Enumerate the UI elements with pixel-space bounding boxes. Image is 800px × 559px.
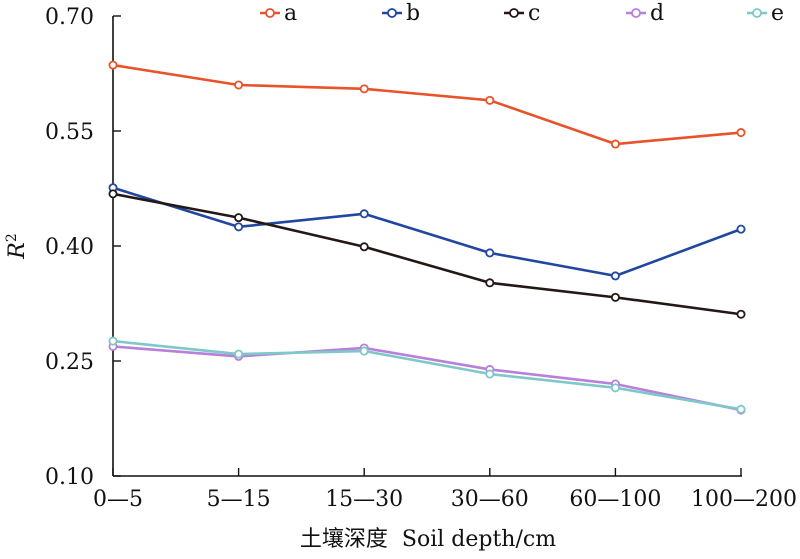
legend-item-c: c <box>504 1 540 26</box>
data-point-e <box>485 369 495 379</box>
data-point-a <box>736 128 746 138</box>
series-e <box>108 336 746 414</box>
data-point-e <box>234 349 244 359</box>
data-point-b <box>234 222 244 232</box>
series-line-d <box>112 345 742 412</box>
y-tick-label: 0.10 <box>45 465 94 490</box>
axes <box>112 16 742 477</box>
legend-label: e <box>771 1 784 26</box>
legend-item-b: b <box>382 1 420 26</box>
data-point-b <box>610 271 620 281</box>
legend-label: c <box>528 1 540 26</box>
series-a <box>108 60 746 149</box>
y-tick-label: 0.25 <box>45 350 94 375</box>
legend-swatch-marker <box>631 8 641 18</box>
y-axis-label: R2 <box>4 233 30 260</box>
legend-swatch-marker <box>752 8 762 18</box>
data-point-c <box>610 292 620 302</box>
legend-label: a <box>284 1 297 26</box>
y-tick-label: 0.55 <box>45 120 94 145</box>
data-point-c <box>234 213 244 223</box>
legend-label: b <box>406 1 420 26</box>
data-point-b <box>359 209 369 219</box>
legend-swatch-marker <box>265 8 275 18</box>
series-line-e <box>112 339 742 411</box>
x-ticks: 0—5 5—15 15—30 30—60 60—100 100—200 <box>93 468 797 512</box>
data-point-a <box>234 80 244 90</box>
x-tick-label: 5—15 <box>207 487 271 512</box>
data-point-b <box>736 224 746 234</box>
data-point-a <box>610 139 620 149</box>
series-line-c <box>112 192 742 316</box>
x-tick-label: 30—60 <box>451 487 529 512</box>
data-point-c <box>108 189 118 199</box>
data-point-e <box>108 336 118 346</box>
data-point-a <box>108 60 118 70</box>
series-c <box>108 189 746 319</box>
x-tick-label: 60—100 <box>569 487 661 512</box>
y-tick-label: 0.40 <box>45 235 94 260</box>
x-tick-label: 100—200 <box>691 487 797 512</box>
legend-swatch-marker <box>509 8 519 18</box>
series-line-b <box>112 186 742 278</box>
legend-item-d: d <box>626 1 664 26</box>
series-b <box>108 183 746 281</box>
legend-item-a: a <box>260 1 297 26</box>
data-point-a <box>485 95 495 105</box>
legend-item-e: e <box>747 1 784 26</box>
legend-label: d <box>650 1 664 26</box>
legend-swatch-marker <box>387 8 397 18</box>
data-point-c <box>485 278 495 288</box>
data-point-e <box>610 383 620 393</box>
x-tick-label: 0—5 <box>93 487 143 512</box>
y-ticks: 0.10 0.25 0.40 0.55 0.70 <box>45 5 121 490</box>
x-axis-label: 土壤深度 Soil depth/cm <box>300 527 556 552</box>
data-point-e <box>736 404 746 414</box>
series-line-a <box>112 63 742 146</box>
data-point-c <box>736 309 746 319</box>
legend: a b c d e <box>260 1 784 26</box>
series-layer <box>108 60 746 415</box>
x-tick-label: 15—30 <box>325 487 403 512</box>
data-point-b <box>485 248 495 258</box>
data-point-c <box>359 242 369 252</box>
data-point-e <box>359 346 369 356</box>
data-point-a <box>359 84 369 94</box>
y-tick-label: 0.70 <box>45 5 94 30</box>
series-d <box>108 341 746 415</box>
